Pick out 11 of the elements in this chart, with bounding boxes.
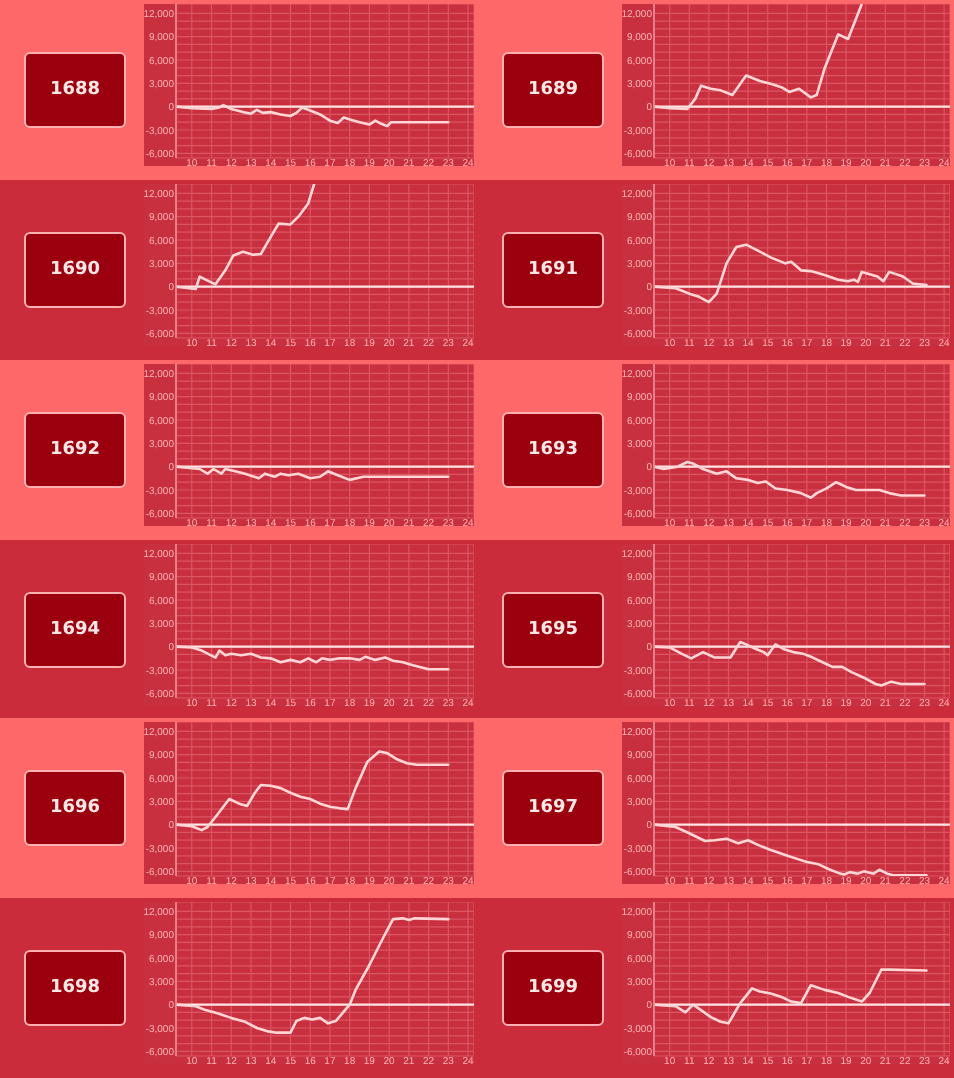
text: 1697: [527, 798, 579, 818]
text: 1694: [49, 620, 101, 640]
text: 1692: [49, 440, 101, 460]
text: 1696: [49, 798, 101, 818]
text: 1690: [49, 260, 101, 280]
text: 1699: [527, 978, 579, 998]
text: 1695: [527, 620, 579, 640]
text: 1693: [527, 440, 579, 460]
text: 1691: [527, 260, 579, 280]
text: 1689: [527, 80, 579, 100]
text: 1698: [49, 978, 101, 998]
